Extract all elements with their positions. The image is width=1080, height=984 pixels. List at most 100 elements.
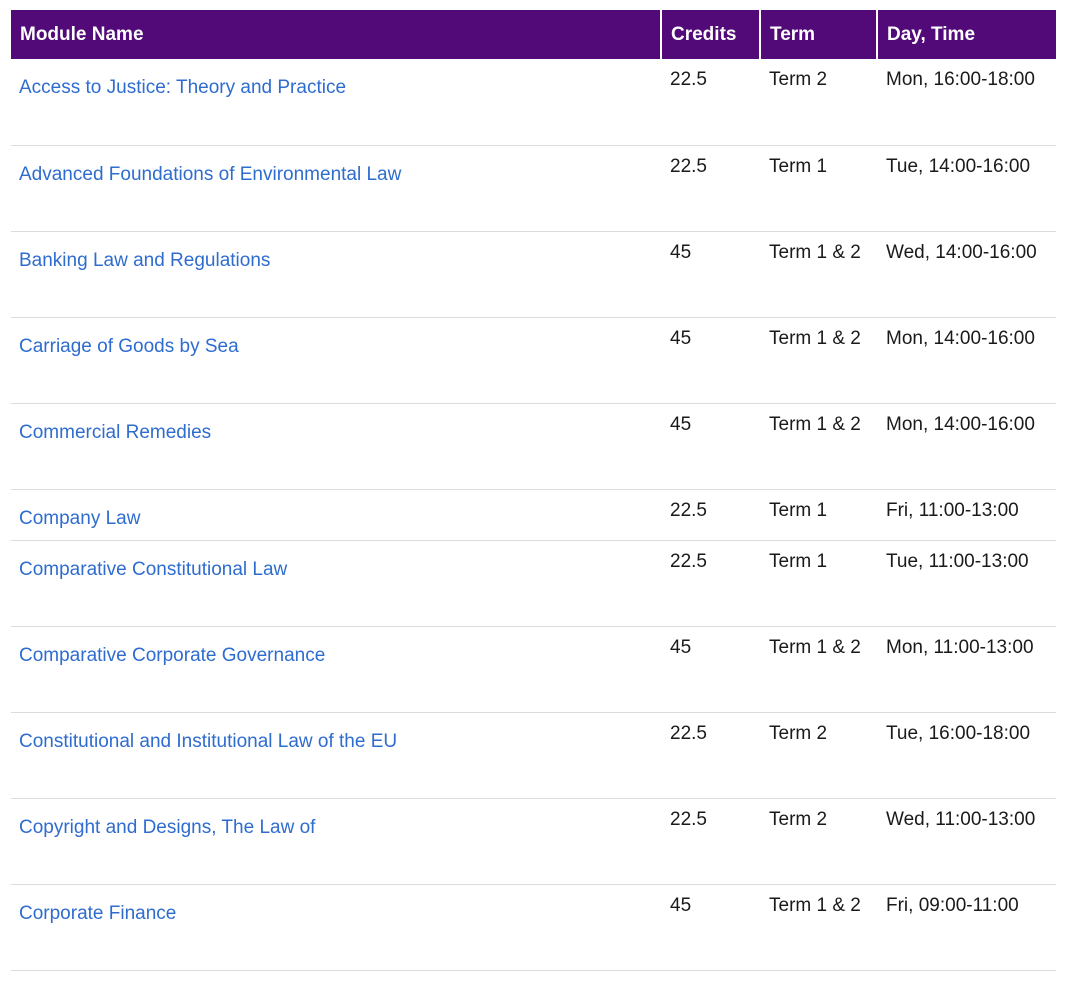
module-link[interactable]: Banking Law and Regulations [19, 249, 271, 271]
module-link[interactable]: Copyright and Designs, The Law of [19, 816, 316, 838]
credits-cell: 45 [661, 231, 760, 318]
term-cell: Term 1 & 2 [760, 626, 877, 713]
table-row: Company Law 22.5 Term 1 Fri, 11:00-13:00 [11, 489, 1056, 541]
day-time-cell-text: Fri, 09:00-11:00 [886, 894, 1019, 916]
module-name-cell: Comparative Corporate Governance [11, 626, 661, 713]
credits-cell: 45 [661, 884, 760, 971]
table-header-row: Module Name Credits Term Day, Time [11, 10, 1056, 59]
day-time-cell: Tue, 16:00-18:00 [877, 712, 1056, 799]
credits-cell-text: 22.5 [670, 69, 707, 90]
table-row: Commercial Remedies 45 Term 1 & 2 Mon, 14:0… [11, 403, 1056, 490]
table-row: Comparative Constitutional Law 22.5 Term 1… [11, 540, 1056, 627]
term-cell: Term 2 [760, 712, 877, 799]
module-name-cell: Banking Law and Regulations [11, 231, 661, 318]
module-name-cell: Commercial Remedies [11, 403, 661, 490]
credits-cell-text: 45 [670, 327, 692, 349]
term-cell-text: Term 1 & 2 [769, 636, 861, 658]
credits-cell-text: 22.5 [670, 550, 707, 572]
term-cell-text: Term 2 [769, 69, 828, 90]
term-cell-text: Term 1 [769, 155, 828, 177]
term-cell: Term 1 & 2 [760, 884, 877, 971]
table-row: Constitutional and Institutional Law of … [11, 712, 1056, 799]
day-time-cell: Wed, 11:00-13:00 [877, 798, 1056, 885]
term-cell-text: Term 1 [769, 499, 828, 521]
module-link[interactable]: Comparative Constitutional Law [19, 558, 288, 580]
table-row: Advanced Foundations of Environmental La… [11, 145, 1056, 232]
day-time-cell-text: Mon, 14:00-16:00 [886, 327, 1035, 349]
modules-table: Module Name Credits Term Day, Time Acces… [11, 10, 1056, 971]
term-cell: Term 1 [760, 540, 877, 627]
term-cell: Term 1 & 2 [760, 317, 877, 404]
credits-cell-text: 45 [670, 241, 692, 263]
day-time-cell: Mon, 11:00-13:00 [877, 626, 1056, 713]
module-link[interactable]: Carriage of Goods by Sea [19, 335, 239, 357]
header-term: Term [760, 10, 878, 59]
day-time-cell-text: Mon, 11:00-13:00 [886, 636, 1034, 658]
term-cell-text: Term 2 [769, 808, 828, 830]
day-time-cell-text: Tue, 11:00-13:00 [886, 550, 1029, 572]
term-cell-text: Term 1 & 2 [769, 241, 861, 263]
day-time-cell-text: Mon, 14:00-16:00 [886, 413, 1035, 435]
day-time-cell-text: Tue, 16:00-18:00 [886, 722, 1031, 744]
credits-cell-text: 22.5 [670, 155, 707, 177]
credits-cell-text: 45 [670, 636, 692, 658]
module-name-cell: Constitutional and Institutional Law of … [11, 712, 661, 799]
day-time-cell-text: Mon, 16:00-18:00 [886, 69, 1035, 90]
credits-cell: 45 [661, 317, 760, 404]
credits-cell: 22.5 [661, 798, 760, 885]
day-time-cell: Tue, 14:00-16:00 [877, 145, 1056, 232]
credits-cell-text: 22.5 [670, 722, 707, 744]
term-cell: Term 1 & 2 [760, 231, 877, 318]
credits-cell: 22.5 [661, 712, 760, 799]
table-row: Corporate Finance 45 Term 1 & 2 Fri, 09:00-… [11, 884, 1056, 971]
term-cell-text: Term 1 [769, 550, 828, 572]
term-cell: Term 1 [760, 145, 877, 232]
day-time-cell-text: Wed, 14:00-16:00 [886, 241, 1037, 263]
term-cell-text: Term 2 [769, 722, 828, 744]
header-day-time: Day, Time [877, 10, 1056, 59]
day-time-cell: Wed, 14:00-16:00 [877, 231, 1056, 318]
module-name-cell: Access to Justice: Theory and Practice [11, 59, 661, 146]
header-credits: Credits [661, 10, 761, 59]
module-name-cell: Copyright and Designs, The Law of [11, 798, 661, 885]
credits-cell: 45 [661, 403, 760, 490]
module-link[interactable]: Access to Justice: Theory and Practice [19, 77, 347, 98]
table-row: Banking Law and Regulations 45 Term 1 & 2 W… [11, 231, 1056, 318]
day-time-cell: Fri, 11:00-13:00 [877, 489, 1056, 541]
day-time-cell: Mon, 16:00-18:00 [877, 59, 1056, 146]
day-time-cell-text: Fri, 11:00-13:00 [886, 499, 1019, 521]
modules-table-container: Module Name Credits Term Day, Time Acces… [11, 10, 1056, 971]
module-name-cell: Corporate Finance [11, 884, 661, 971]
day-time-cell: Mon, 14:00-16:00 [877, 403, 1056, 490]
term-cell: Term 1 & 2 [760, 403, 877, 490]
module-link[interactable]: Corporate Finance [19, 902, 177, 924]
module-name-cell: Company Law [11, 489, 661, 541]
credits-cell-text: 45 [670, 894, 692, 916]
module-name-cell: Carriage of Goods by Sea [11, 317, 661, 404]
table-row: Access to Justice: Theory and Practice 22… [11, 59, 1056, 146]
credits-cell: 45 [661, 626, 760, 713]
table-row: Carriage of Goods by Sea 45 Term 1 & 2 Mon,… [11, 317, 1056, 404]
module-link[interactable]: Advanced Foundations of Environmental La… [19, 163, 402, 185]
term-cell-text: Term 1 & 2 [769, 413, 861, 435]
term-cell-text: Term 1 & 2 [769, 327, 861, 349]
day-time-cell-text: Tue, 14:00-16:00 [886, 155, 1031, 177]
module-link[interactable]: Commercial Remedies [19, 421, 212, 443]
credits-cell-text: 22.5 [670, 499, 707, 521]
credits-cell: 22.5 [661, 540, 760, 627]
day-time-cell: Tue, 11:00-13:00 [877, 540, 1056, 627]
credits-cell: 22.5 [661, 59, 760, 146]
day-time-cell: Fri, 09:00-11:00 [877, 884, 1056, 971]
term-cell-text: Term 1 & 2 [769, 894, 861, 916]
credits-cell: 22.5 [661, 489, 760, 541]
table-row: Comparative Corporate Governance 45 Term 1… [11, 626, 1056, 713]
credits-cell-text: 45 [670, 413, 692, 435]
module-name-cell: Advanced Foundations of Environmental La… [11, 145, 661, 232]
term-cell: Term 2 [760, 798, 877, 885]
module-link[interactable]: Constitutional and Institutional Law of … [19, 730, 398, 752]
module-link[interactable]: Company Law [19, 507, 141, 529]
module-link[interactable]: Comparative Corporate Governance [19, 644, 326, 666]
day-time-cell: Mon, 14:00-16:00 [877, 317, 1056, 404]
module-name-cell: Comparative Constitutional Law [11, 540, 661, 627]
term-cell: Term 2 [760, 59, 877, 146]
